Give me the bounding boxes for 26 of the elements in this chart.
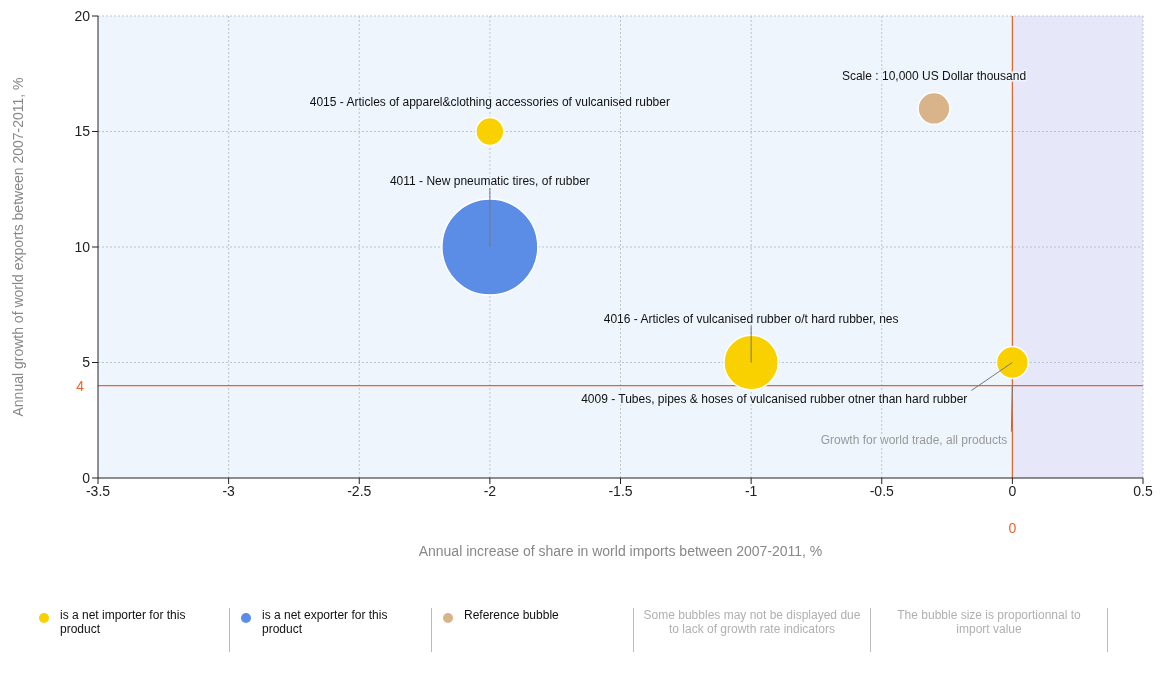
- legend-label: is a net exporter for this product: [262, 608, 389, 636]
- x-tick-label: -1.5: [608, 482, 633, 499]
- annotation: Growth for world trade, all products: [820, 432, 1008, 447]
- x-axis-title: Annual increase of share in world imports between 2007-2011, %: [418, 543, 823, 559]
- annotation: 4011 - New pneumatic tires, of rubber: [389, 174, 590, 188]
- legend-label: is a net importer for this product: [60, 608, 187, 636]
- text: The bubble size is proportionnal to import value: [871, 608, 1108, 652]
- x-tick-label: -0.5: [869, 482, 895, 499]
- y-tick-label: 10: [74, 238, 91, 255]
- x-tick-label: -1: [744, 482, 758, 499]
- ref-line-label: 4: [76, 377, 85, 394]
- annotation: 4009 - Tubes, pipes & hoses of vulcanised rubber otner than hard rubber: [581, 391, 968, 406]
- x-tick-label: -2.5: [347, 482, 372, 499]
- annotation: 4016 - Articles of vulcanised rubber o/t hard rubber, nes: [603, 311, 899, 326]
- x-tick-label: 0.5: [1133, 482, 1153, 499]
- x-tick-label: 0: [1008, 482, 1017, 499]
- x-tick-label: -2: [483, 482, 497, 499]
- legend-label: Reference bubble: [464, 608, 559, 622]
- x-tick-label: -3: [222, 482, 236, 499]
- text: Some bubbles may not be displayed due to lack of growth rate indicators: [634, 608, 871, 652]
- y-tick-label: 20: [74, 7, 91, 24]
- y-axis-title: Annual growth of world exports between 2007-2011, %: [9, 77, 26, 417]
- annotation: 4015 - Articles of apparel&clothing accessories of vulcanised rubber: [309, 94, 670, 109]
- y-tick-label: 15: [74, 123, 91, 140]
- y-tick-label: 5: [82, 354, 91, 371]
- ref-line-label: 0: [1008, 519, 1017, 536]
